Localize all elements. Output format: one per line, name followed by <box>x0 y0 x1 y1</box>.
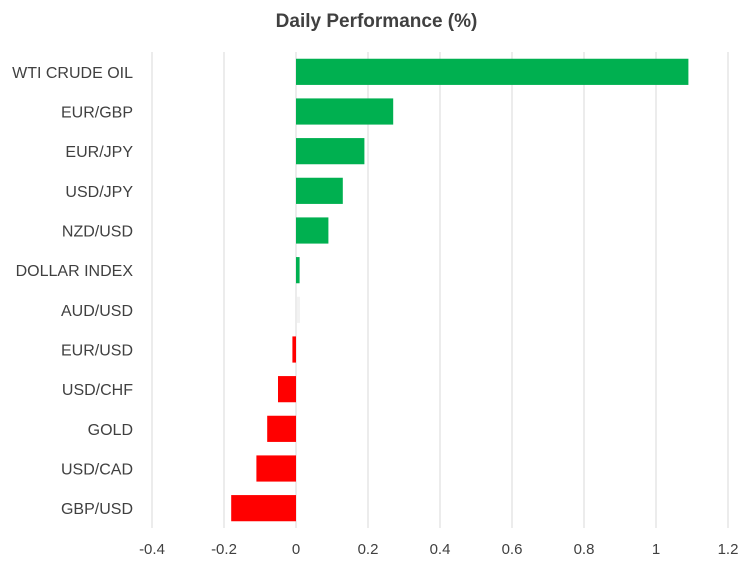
bar <box>278 376 296 403</box>
x-tick-label: 0.8 <box>574 541 595 558</box>
category-label: EUR/GBP <box>61 105 133 122</box>
category-label: EUR/JPY <box>65 144 133 161</box>
category-label: USD/JPY <box>65 184 133 201</box>
bar <box>296 257 300 284</box>
x-tick-label: 0 <box>292 541 300 558</box>
x-tick-label: 0.4 <box>430 541 451 558</box>
bar <box>231 495 296 522</box>
category-label: GBP/USD <box>61 501 133 518</box>
gridlines <box>151 52 729 528</box>
category-label: DOLLAR INDEX <box>16 263 134 280</box>
bar <box>297 296 300 323</box>
bar <box>292 336 296 363</box>
bar <box>296 138 365 165</box>
category-label: USD/CHF <box>62 382 133 399</box>
bar <box>296 217 329 244</box>
x-tick-label: -0.4 <box>139 541 165 558</box>
category-label: NZD/USD <box>62 224 133 241</box>
category-label: AUD/USD <box>61 303 133 320</box>
x-tick-labels: -0.4 -0.2 0 0.2 0.4 0.6 0.8 1 1.2 <box>139 541 738 558</box>
x-tick-label: 0.6 <box>502 541 523 558</box>
category-label: WTI CRUDE OIL <box>12 65 133 82</box>
bar <box>267 415 296 442</box>
bar <box>296 58 689 85</box>
x-tick-label: -0.2 <box>211 541 237 558</box>
category-label: USD/CAD <box>61 462 133 479</box>
x-tick-label: 1 <box>652 541 660 558</box>
bar <box>256 455 296 482</box>
x-tick-label: 1.2 <box>718 541 739 558</box>
bar <box>296 177 343 204</box>
chart-title: Daily Performance (%) <box>275 11 478 32</box>
category-label: GOLD <box>88 422 133 439</box>
bar <box>296 98 394 125</box>
bars <box>231 58 689 522</box>
x-tick-label: 0.2 <box>358 541 379 558</box>
category-labels: WTI CRUDE OIL EUR/GBP EUR/JPY USD/JPY NZD/US… <box>12 65 133 518</box>
category-label: EUR/USD <box>61 343 133 360</box>
